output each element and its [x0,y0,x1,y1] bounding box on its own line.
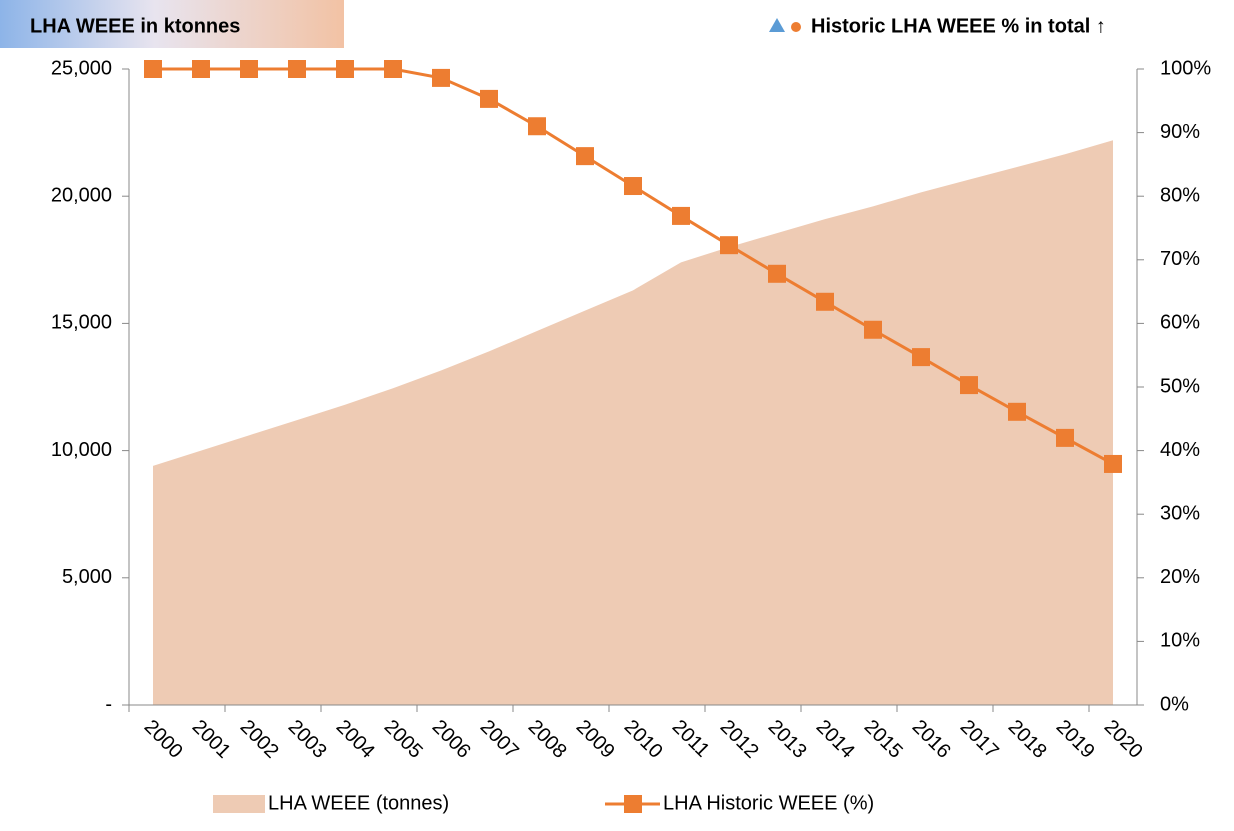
x-tick-label: 2003 [284,716,331,763]
y2-tick-label: 10% [1160,630,1200,652]
x-tick-label: 2006 [428,716,475,763]
y2-tick-label: 80% [1160,184,1200,206]
x-tick-label: 2012 [716,716,763,763]
y2-tick-label: 0% [1160,693,1189,715]
y-tick-label: 25,000 [51,57,112,79]
x-tick-label: 2020 [1100,716,1147,763]
y2-tick-label: 30% [1160,502,1200,524]
area [153,140,1113,705]
marker [288,60,306,78]
title-box [0,0,344,48]
marker [864,320,882,339]
y2-tick-label: 40% [1160,439,1200,461]
x-tick-label: 2019 [1052,716,1099,763]
marker [240,60,258,78]
marker [576,147,594,166]
x-tick-label: 2011 [668,716,714,762]
y-tick-label: 10,000 [51,439,112,461]
legend-label: LHA WEEE (tonnes) [268,792,449,814]
x-tick-label: 2000 [140,716,187,763]
legend-swatch [213,795,265,813]
x-tick-label: 2008 [524,716,571,763]
x-tick-label: 2016 [908,716,955,763]
marker [816,292,834,311]
y-tick-label: 15,000 [51,312,112,334]
x-tick-label: 2018 [1004,716,1051,763]
y2-tick-label: 90% [1160,121,1200,143]
legend-marker [624,795,642,813]
y2-tick-label: 20% [1160,566,1200,588]
x-tick-label: 2013 [764,716,811,763]
y2-tick-label: 60% [1160,312,1200,334]
x-tick-label: 2015 [860,716,907,763]
x-tick-label: 2017 [956,716,1003,763]
triangle-icon [769,18,785,32]
y-tick-label: 5,000 [62,566,112,588]
x-tick-label: 2001 [188,716,235,763]
x-tick-label: 2004 [332,716,379,763]
legend-label: LHA Historic WEEE (%) [663,792,874,814]
marker [528,117,546,136]
marker [384,60,402,78]
marker [144,60,162,78]
marker [480,89,498,108]
marker [336,60,354,78]
marker [192,60,210,78]
marker [768,264,786,283]
marker [720,236,738,255]
marker [432,68,450,87]
x-tick-label: 2010 [620,716,667,763]
marker [912,348,930,367]
y2-tick-label: 100% [1160,57,1211,79]
x-tick-label: 2009 [572,716,619,763]
circle-icon [791,22,801,32]
x-tick-label: 2014 [812,716,859,763]
y-tick-label: 20,000 [51,184,112,206]
marker [624,177,642,196]
x-tick-label: 2002 [236,716,283,763]
marker [1008,402,1026,421]
marker [1104,454,1122,473]
y2-tick-label: 50% [1160,375,1200,397]
y2-tick-label: 70% [1160,248,1200,270]
chart-title: LHA WEEE in ktonnes [30,15,240,37]
x-tick-label: 2007 [476,716,523,763]
marker [672,206,690,225]
y-tick-label: - [105,693,112,715]
marker [1056,428,1074,447]
right-title: Historic LHA WEEE % in total ↑ [811,15,1106,37]
marker [960,376,978,395]
x-tick-label: 2005 [380,716,427,763]
